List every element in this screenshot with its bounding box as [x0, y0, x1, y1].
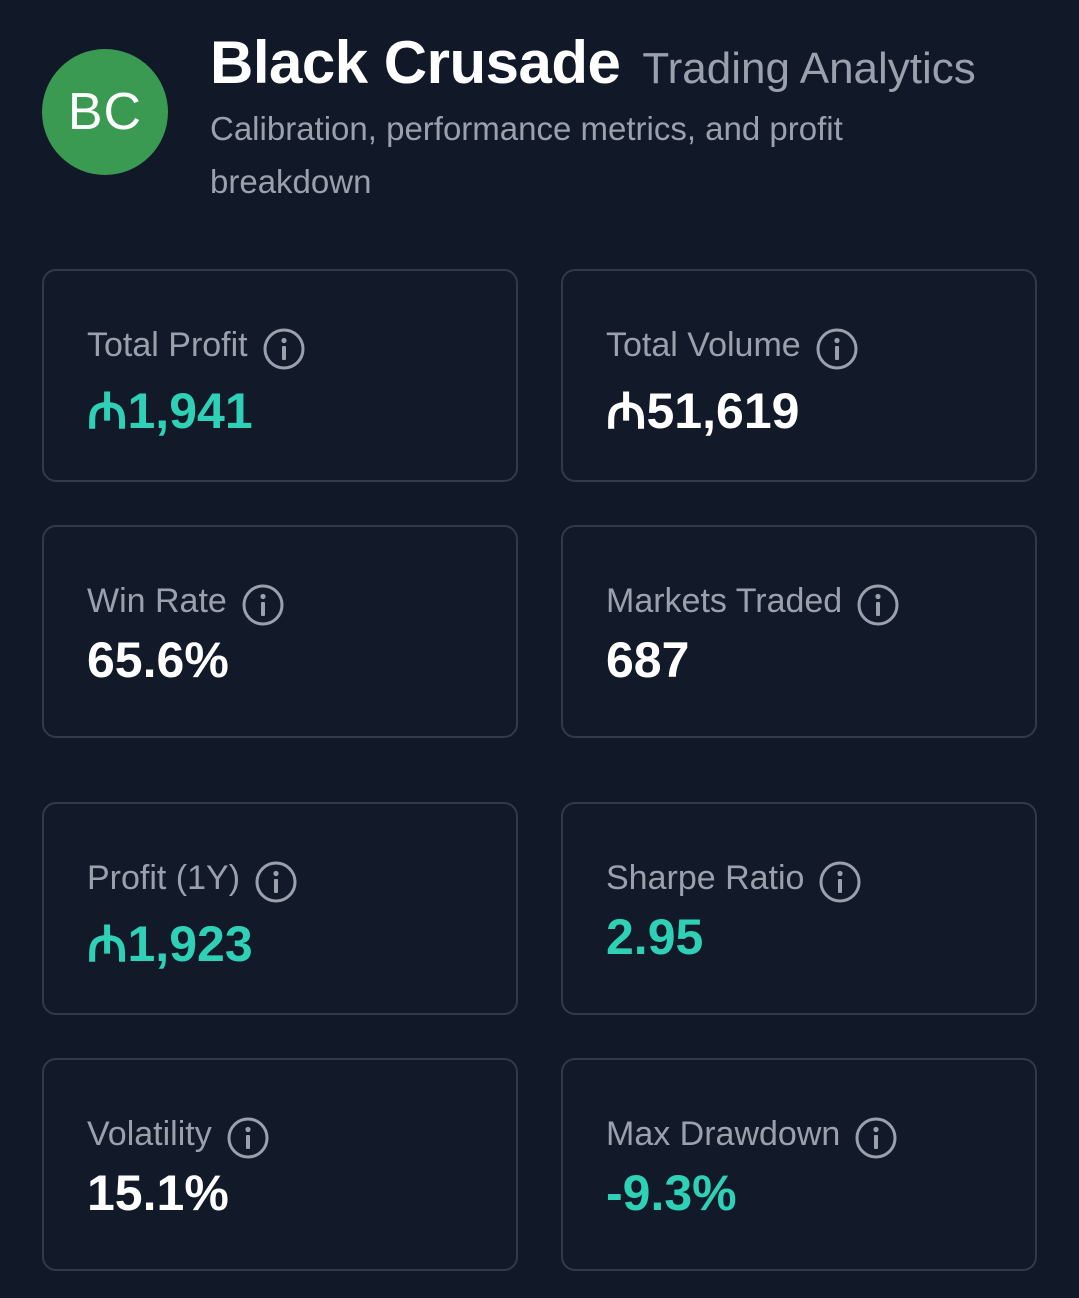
metric-value: 2.95: [606, 909, 704, 965]
metric-label: Sharpe Ratio: [606, 858, 805, 897]
metric-card-volatility: Volatility 15.1%: [42, 1058, 518, 1271]
metric-label: Win Rate: [87, 581, 227, 620]
metric-label: Volatility: [87, 1114, 212, 1153]
metric-value: ₼1,923: [87, 916, 253, 972]
info-icon[interactable]: [254, 860, 298, 904]
metric-value: ₼51,619: [606, 383, 800, 439]
metric-value: -9.3%: [606, 1165, 737, 1221]
info-icon[interactable]: [241, 583, 285, 627]
info-icon[interactable]: [854, 1116, 898, 1160]
metric-card-sharpe-ratio: Sharpe Ratio 2.95: [561, 802, 1037, 1015]
metric-card-total-volume: Total Volume ₼51,619: [561, 269, 1037, 482]
page-title-suffix: Trading Analytics: [642, 44, 976, 93]
metric-label-row: Total Profit: [87, 319, 306, 371]
metric-value: 15.1%: [87, 1165, 229, 1221]
metric-value: 687: [606, 632, 690, 688]
title-row: Black Crusade Trading Analytics: [210, 28, 976, 97]
metric-label-row: Max Drawdown: [606, 1108, 898, 1160]
metric-card-max-drawdown: Max Drawdown -9.3%: [561, 1058, 1037, 1271]
info-icon[interactable]: [226, 1116, 270, 1160]
metric-label: Total Profit: [87, 325, 248, 364]
metric-label-row: Volatility: [87, 1108, 270, 1160]
metric-card-markets-traded: Markets Traded 687: [561, 525, 1037, 738]
metric-card-win-rate: Win Rate 65.6%: [42, 525, 518, 738]
metric-label-row: Win Rate: [87, 575, 285, 627]
metric-label: Profit (1Y): [87, 858, 241, 897]
page-title: Black Crusade: [210, 29, 621, 96]
metric-label-row: Total Volume: [606, 319, 859, 371]
metric-label-row: Markets Traded: [606, 575, 900, 627]
trader-header: BC Black Crusade Trading Analytics Calib…: [42, 28, 1042, 218]
info-icon[interactable]: [262, 327, 306, 371]
metric-value: ₼1,941: [87, 383, 253, 439]
metric-value: 65.6%: [87, 632, 229, 688]
avatar: BC: [42, 49, 168, 175]
metric-card-profit-1y: Profit (1Y) ₼1,923: [42, 802, 518, 1015]
metric-label-row: Sharpe Ratio: [606, 852, 862, 904]
info-icon[interactable]: [815, 327, 859, 371]
info-icon[interactable]: [856, 583, 900, 627]
metric-label: Markets Traded: [606, 581, 843, 620]
info-icon[interactable]: [818, 860, 862, 904]
metric-card-total-profit: Total Profit ₼1,941: [42, 269, 518, 482]
avatar-initials: BC: [67, 83, 143, 141]
page-subtitle: Calibration, performance metrics, and pr…: [210, 110, 843, 200]
metric-label: Total Volume: [606, 325, 801, 364]
metric-label: Max Drawdown: [606, 1114, 841, 1153]
metric-label-row: Profit (1Y): [87, 852, 298, 904]
